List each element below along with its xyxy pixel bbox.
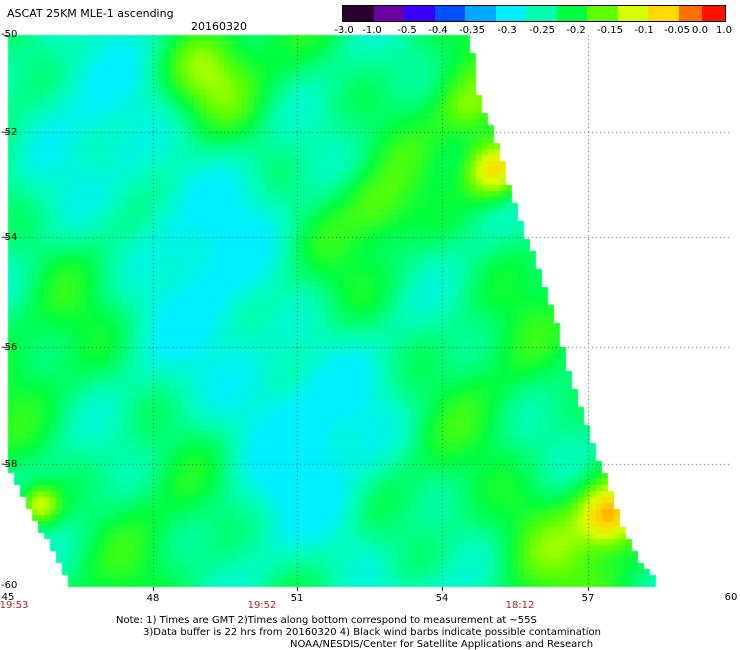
cbar-swatch [587,6,618,21]
cbar-label: -0.15 [597,25,623,36]
map-title: ASCAT 25KM MLE-1 ascending [7,7,174,20]
lon-label: 54 [435,593,449,604]
cbar-swatch [679,6,702,21]
cbar-label: -3.0 [334,25,354,36]
lon-label: 51 [290,593,304,604]
cbar-label: 0.0 [692,25,708,36]
note-line: 3)Data buffer is 22 hrs from 20160320 4)… [143,627,601,638]
cbar-swatch [556,6,588,21]
map-date: 20160320 [191,20,247,33]
lon-label: 48 [146,593,160,604]
cbar-label: -0.4 [428,25,448,36]
lon-label: 45 [1,592,15,603]
note-line: NOAA/NESDIS/Center for Satellite Applica… [290,639,594,650]
cbar-swatch [404,6,435,21]
cbar-swatch [434,6,466,21]
lon-label: 57 [581,593,595,604]
cbar-swatch [343,6,374,21]
cbar-label: -0.3 [497,25,517,36]
cbar-swatch [373,6,405,21]
cbar-label: -0.2 [566,25,586,36]
cbar-label: -0.35 [459,25,485,36]
lon-label: 60 [724,592,738,603]
lat-label: -56 [1,342,18,353]
cbar-swatch [465,6,496,21]
cbar-label: -1.0 [362,25,382,36]
cbar-label: -0.05 [664,25,690,36]
lat-label: -60 [1,580,18,591]
note-line: Note: 1) Times are GMT 2)Times along bot… [116,615,537,626]
cbar-label: -0.5 [397,25,417,36]
cbar-label: 1.0 [716,25,732,36]
time-label: 19:52 [247,600,277,611]
cbar-label: -0.1 [634,25,654,36]
cbar-swatch [648,6,680,21]
lat-label: -58 [1,459,18,470]
cbar-swatch [526,6,557,21]
cbar-swatch [617,6,649,21]
cbar-swatch [495,6,527,21]
lat-label: -50 [1,29,18,40]
color-bar [342,5,726,22]
time-label: 18:12 [505,600,535,611]
cbar-swatch [701,6,725,21]
lat-label: -52 [1,127,18,138]
color-bar-labels: -3.0 -1.0 -0.5 -0.4 -0.35 -0.3 -0.25 -0.… [332,25,732,37]
cbar-label: -0.25 [529,25,555,36]
lat-label: -54 [1,232,18,243]
time-label: 19:53 [0,600,29,611]
